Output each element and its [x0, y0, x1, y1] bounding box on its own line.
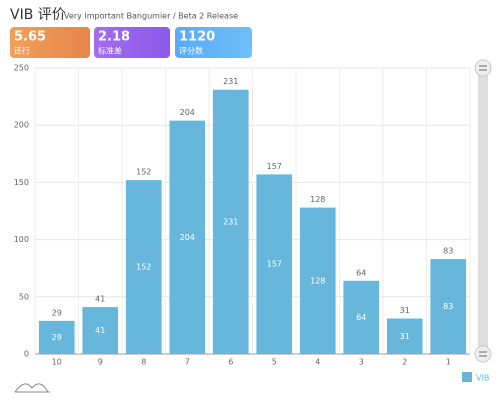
stat-card [175, 27, 252, 58]
value-label-inside: 64 [356, 313, 366, 322]
value-label-inside: 83 [443, 302, 453, 311]
logo [14, 383, 50, 393]
value-label: 64 [356, 268, 366, 277]
bar [343, 280, 380, 354]
value-label-inside: 29 [52, 333, 62, 342]
value-label-inside: 152 [136, 263, 151, 272]
value-label: 152 [136, 168, 151, 177]
y-tick-label: 100 [14, 235, 29, 244]
y-tick-label: 50 [19, 292, 29, 301]
value-label-inside: 231 [223, 217, 238, 226]
x-tick-label: 3 [359, 358, 364, 367]
bar [169, 120, 206, 355]
chart-subtitle: Very Important Bangumier / Beta 2 Releas… [64, 12, 238, 21]
bar [212, 89, 249, 355]
bar [386, 318, 423, 354]
value-label: 29 [52, 308, 62, 317]
x-tick-label: 1 [446, 358, 451, 367]
value-label-inside: 31 [400, 332, 410, 341]
bar [299, 207, 336, 354]
stat-label: 标准差 [98, 46, 122, 56]
x-tick-label: 8 [141, 358, 146, 367]
x-tick-label: 10 [52, 358, 62, 367]
x-tick-label: 9 [98, 358, 103, 367]
stat-value: 1120 [179, 30, 215, 45]
scrollbar[interactable] [474, 59, 492, 363]
value-label-inside: 204 [180, 233, 195, 242]
bar [125, 180, 162, 354]
x-tick-label: 2 [402, 358, 407, 367]
x-tick-label: 6 [228, 358, 233, 367]
x-tick-label: 4 [315, 358, 320, 367]
y-tick-label: 250 [14, 64, 29, 73]
value-label-inside: 157 [267, 260, 282, 269]
stat-card [94, 27, 170, 58]
bar [38, 320, 75, 354]
value-label: 83 [443, 247, 453, 256]
stat-label: 评分数 [179, 46, 203, 56]
bar [82, 307, 119, 354]
value-label: 231 [223, 77, 238, 86]
bar [430, 259, 467, 354]
value-label-inside: 41 [95, 326, 105, 335]
value-label: 31 [400, 306, 410, 315]
chart-title: VIB 评价 [10, 7, 66, 23]
value-label: 157 [267, 162, 282, 171]
y-tick-label: 200 [14, 121, 29, 130]
value-label: 41 [95, 295, 105, 304]
y-tick-label: 150 [14, 178, 29, 187]
legend-label: VIB [476, 374, 489, 383]
value-label: 204 [180, 108, 195, 117]
stat-value: 2.18 [98, 30, 130, 45]
legend-swatch [462, 372, 472, 382]
value-label: 128 [310, 195, 325, 204]
stat-label: 还行 [14, 46, 30, 56]
bar [256, 174, 293, 354]
stat-value: 5.65 [14, 30, 46, 45]
value-label-inside: 128 [310, 276, 325, 285]
x-tick-label: 7 [185, 358, 190, 367]
x-tick-label: 5 [272, 358, 277, 367]
stat-card [10, 27, 90, 58]
y-tick-label: 0 [24, 350, 29, 359]
